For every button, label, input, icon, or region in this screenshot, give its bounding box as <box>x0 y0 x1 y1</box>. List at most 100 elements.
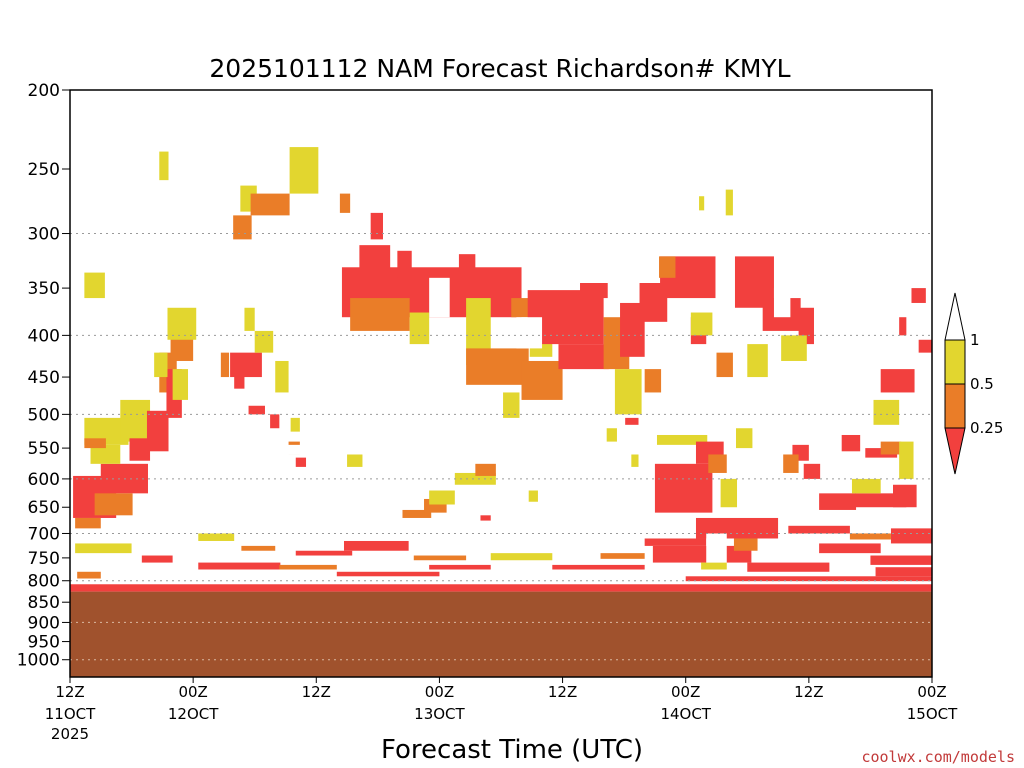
richardson-cell-y <box>720 478 738 508</box>
color-legend: 1 0.5 0.25 <box>944 292 1003 475</box>
richardson-cell-r <box>870 555 932 565</box>
richardson-cell-r <box>819 493 857 510</box>
richardson-cell-r <box>397 250 412 278</box>
richardson-cell-y <box>490 553 553 561</box>
richardson-cell-o <box>466 348 529 385</box>
richardson-cell-r <box>918 339 932 353</box>
y-tick-label-250: 250 <box>28 160 60 180</box>
legend-bin-0.25-0.5 <box>944 383 966 429</box>
richardson-cell-r <box>695 517 779 539</box>
plot-frame <box>69 89 933 678</box>
y-axis: 200 250 300 350 400 450 500 550 600 650 700 750 8008… <box>17 81 70 671</box>
richardson-cell-y <box>159 151 169 181</box>
richardson-cell-r <box>234 373 245 389</box>
richardson-cell-r <box>458 254 476 280</box>
richardson-cell-r <box>480 515 491 521</box>
richardson-cell-r <box>429 564 491 570</box>
richardson-cell-y <box>167 307 197 340</box>
richardson-cell-y <box>254 330 274 353</box>
richardson-gap <box>70 581 932 584</box>
legend-bin-below-0.25 <box>944 427 966 475</box>
x-tick-date-84: 15OCT <box>907 705 958 723</box>
richardson-cell-r <box>803 463 821 479</box>
richardson-cell-r <box>899 317 907 336</box>
richardson-cell-r <box>146 410 169 452</box>
richardson-cell-o <box>220 352 230 378</box>
richardson-cell-r <box>747 562 830 572</box>
richardson-cell-o <box>600 553 645 559</box>
below-ground-area <box>70 591 932 677</box>
richardson-cell-r <box>890 528 932 544</box>
richardson-cell-y <box>781 335 807 361</box>
richardson-cell-r <box>654 463 713 513</box>
richardson-cell-o <box>75 517 101 529</box>
chart-title: 2025101112 NAM Forecast Richardson# KMYL <box>209 54 790 83</box>
richardson-cell-r <box>248 405 265 415</box>
richardson-cell-y <box>120 399 151 442</box>
richardson-cell-y <box>154 352 168 378</box>
richardson-cell-y <box>899 441 914 479</box>
legend-bin-0.5-1 <box>944 339 966 385</box>
y-tick-label-900: 900 <box>28 613 60 633</box>
richardson-gap <box>193 444 645 455</box>
y-tick-label-600: 600 <box>28 470 60 490</box>
richardson-cell-o <box>783 454 799 473</box>
richardson-gap <box>429 277 450 318</box>
richardson-cell-r <box>625 417 639 425</box>
richardson-cell-r <box>644 538 707 546</box>
richardson-cell-o <box>849 533 891 540</box>
richardson-cell-y <box>699 196 705 211</box>
y-tick-label-750: 750 <box>28 549 60 569</box>
richardson-cell-o <box>233 215 252 240</box>
richardson-cell-r <box>129 438 151 461</box>
richardson-cell-r <box>295 550 353 556</box>
y-tick-label-1000: 1000 <box>17 651 60 671</box>
y-tick-label-500: 500 <box>28 405 60 425</box>
richardson-cell-y <box>503 392 520 418</box>
richardson-cell-r <box>343 540 409 551</box>
richardson-gap <box>706 533 727 563</box>
richardson-cell-y <box>429 490 455 505</box>
richardson-cell-o <box>644 369 662 393</box>
y-tick-label-400: 400 <box>28 326 60 346</box>
richardson-cell-r <box>295 457 307 467</box>
richardson-cell-y <box>90 444 121 464</box>
richardson-cell-y <box>172 369 189 400</box>
x-axis-label: Forecast Time (UTC) <box>381 735 643 765</box>
heatmap-gaps <box>70 277 932 584</box>
richardson-cell-o <box>84 438 106 449</box>
x-tick-time-36: 00Z <box>425 683 454 701</box>
x-tick-date-60: 14OCT <box>660 705 711 723</box>
x-tick-time-84: 00Z <box>917 683 946 701</box>
richardson-cell-o <box>521 360 563 400</box>
x-tick-time-72: 12Z <box>794 683 823 701</box>
richardson-cell-o <box>880 441 902 455</box>
richardson-cell-r <box>580 283 608 299</box>
legend-bin-above-1 <box>944 292 966 341</box>
y-tick-label-350: 350 <box>28 279 60 299</box>
richardson-cell-o <box>94 493 133 516</box>
richardson-cell-o <box>413 555 467 561</box>
y-tick-label-800: 800 <box>28 572 60 592</box>
richardson-cell-y <box>244 307 255 331</box>
richardson-cell-r <box>875 567 932 577</box>
richardson-cell-r <box>893 484 917 508</box>
x-tick-time-24: 12Z <box>302 683 331 701</box>
y-tick-label-300: 300 <box>28 225 60 245</box>
richardson-cell-o <box>402 509 432 518</box>
y-tick-label-650: 650 <box>28 498 60 518</box>
richardson-cell-r <box>819 543 881 554</box>
richardson-cell-y <box>656 434 708 445</box>
richardson-cell-y <box>873 399 900 425</box>
richardson-cell-o <box>339 193 351 213</box>
richardson-cell-o <box>241 545 276 551</box>
plot-area <box>70 90 932 677</box>
richardson-cell-y <box>75 543 132 554</box>
richardson-gap <box>773 288 791 318</box>
richardson-cell-o <box>659 256 676 278</box>
richardson-cell-o <box>733 538 758 551</box>
richardson-cell-y <box>614 369 642 415</box>
richardson-cell-y <box>409 312 430 345</box>
x-tick-year-0: 2025 <box>51 725 89 743</box>
